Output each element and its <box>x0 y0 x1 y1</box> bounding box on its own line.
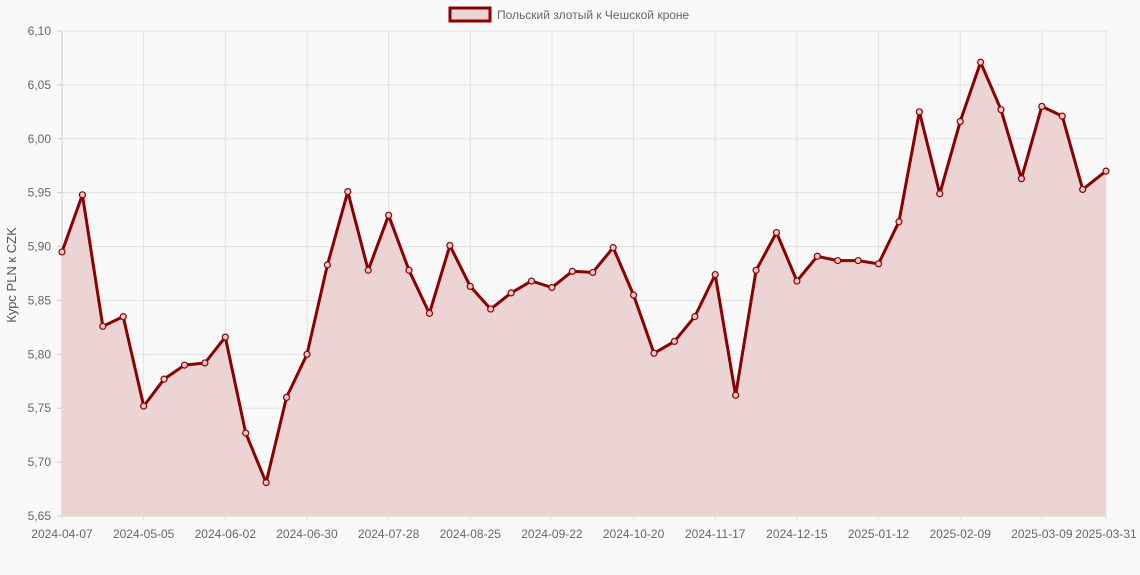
x-tick-label: 2024-11-17 <box>685 527 746 541</box>
data-point <box>425 309 434 317</box>
data-point <box>1038 102 1046 111</box>
data-point <box>58 248 66 256</box>
y-tick-label: 5,70 <box>28 455 52 469</box>
data-point <box>732 391 740 399</box>
data-point <box>262 478 270 487</box>
data-point <box>1017 175 1026 183</box>
y-tick-label: 5,80 <box>28 347 52 361</box>
x-tick-label: 2025-03-09 <box>1011 527 1073 541</box>
data-point <box>282 393 291 402</box>
x-tick-label: 2025-01-12 <box>848 527 910 541</box>
x-tick-label: 2024-10-20 <box>603 527 665 541</box>
legend-swatch <box>448 6 492 23</box>
data-point <box>874 260 883 268</box>
y-tick-label: 5,75 <box>28 401 52 415</box>
data-point <box>242 429 250 437</box>
data-point <box>793 277 801 285</box>
x-tick-label: 2024-08-25 <box>440 527 502 541</box>
data-point <box>772 228 781 237</box>
y-axis-title: Курс PLN к CZK <box>4 227 19 323</box>
y-tick-label: 6,05 <box>28 78 52 92</box>
data-point <box>650 349 658 357</box>
data-point <box>344 187 352 196</box>
y-tick-label: 6,00 <box>28 132 52 146</box>
data-point <box>548 283 556 292</box>
data-point <box>629 291 638 299</box>
data-point <box>78 191 87 199</box>
data-point <box>956 117 964 126</box>
data-point <box>977 58 985 66</box>
data-point <box>507 289 515 297</box>
data-point <box>711 270 719 279</box>
data-point <box>487 305 495 313</box>
data-point <box>405 266 413 274</box>
x-tick-label: 2024-06-02 <box>195 527 257 541</box>
data-point <box>119 313 127 321</box>
x-tick-label: 2024-12-15 <box>766 527 828 541</box>
x-tick-label: 2025-03-31 <box>1075 527 1137 541</box>
x-tick-label: 2024-09-22 <box>521 527 583 541</box>
x-tick-label: 2024-07-28 <box>358 527 420 541</box>
data-point <box>895 218 903 226</box>
data-point <box>180 361 189 369</box>
data-point <box>99 322 107 330</box>
data-point <box>691 313 699 321</box>
y-tick-label: 5,90 <box>28 240 52 254</box>
x-tick-label: 2024-06-30 <box>276 527 338 541</box>
y-axis-ticks: 6,10 6,05 6,00 5,95 5,90 5,85 5,80 5,75 5,70 5,65 <box>28 24 52 523</box>
data-point <box>1102 167 1110 175</box>
data-point <box>1058 112 1066 120</box>
y-tick-label: 5,95 <box>28 186 52 200</box>
data-point <box>752 266 760 274</box>
data-point <box>915 108 923 116</box>
data-point <box>1079 185 1087 194</box>
data-point <box>813 252 821 260</box>
x-tick-label: 2024-05-05 <box>113 527 175 541</box>
y-tick-label: 6,10 <box>28 24 52 38</box>
data-point <box>609 244 617 252</box>
data-point <box>466 282 474 291</box>
series-line <box>60 60 1107 485</box>
series-area-fill <box>62 62 1106 517</box>
data-point <box>323 261 331 269</box>
y-tick-label: 5,85 <box>28 293 52 307</box>
data-point <box>670 337 679 345</box>
x-axis-ticks: 2024-04-07 2024-05-05 2024-06-02 2024-06-30… <box>31 527 1137 541</box>
data-point <box>140 402 148 410</box>
data-point <box>201 359 209 367</box>
data-point <box>385 211 393 219</box>
data-point <box>997 106 1005 114</box>
legend-label: Польский злотый к Чешской кроне <box>497 8 690 22</box>
data-point <box>160 375 168 383</box>
legend[interactable]: Польский злотый к Чешской кроне <box>448 6 690 23</box>
data-point <box>936 190 944 198</box>
y-tick-label: 5,65 <box>28 509 52 523</box>
data-point <box>527 277 536 285</box>
data-point <box>221 333 229 341</box>
x-tick-label: 2025-02-09 <box>929 527 991 541</box>
data-point <box>834 256 842 265</box>
data-point <box>446 241 454 250</box>
data-point <box>854 256 862 265</box>
data-point <box>568 267 576 275</box>
data-point <box>364 266 372 274</box>
x-tick-label: 2024-04-07 <box>31 527 93 541</box>
data-points <box>58 58 1110 487</box>
data-point <box>589 268 597 277</box>
data-point <box>303 350 311 358</box>
